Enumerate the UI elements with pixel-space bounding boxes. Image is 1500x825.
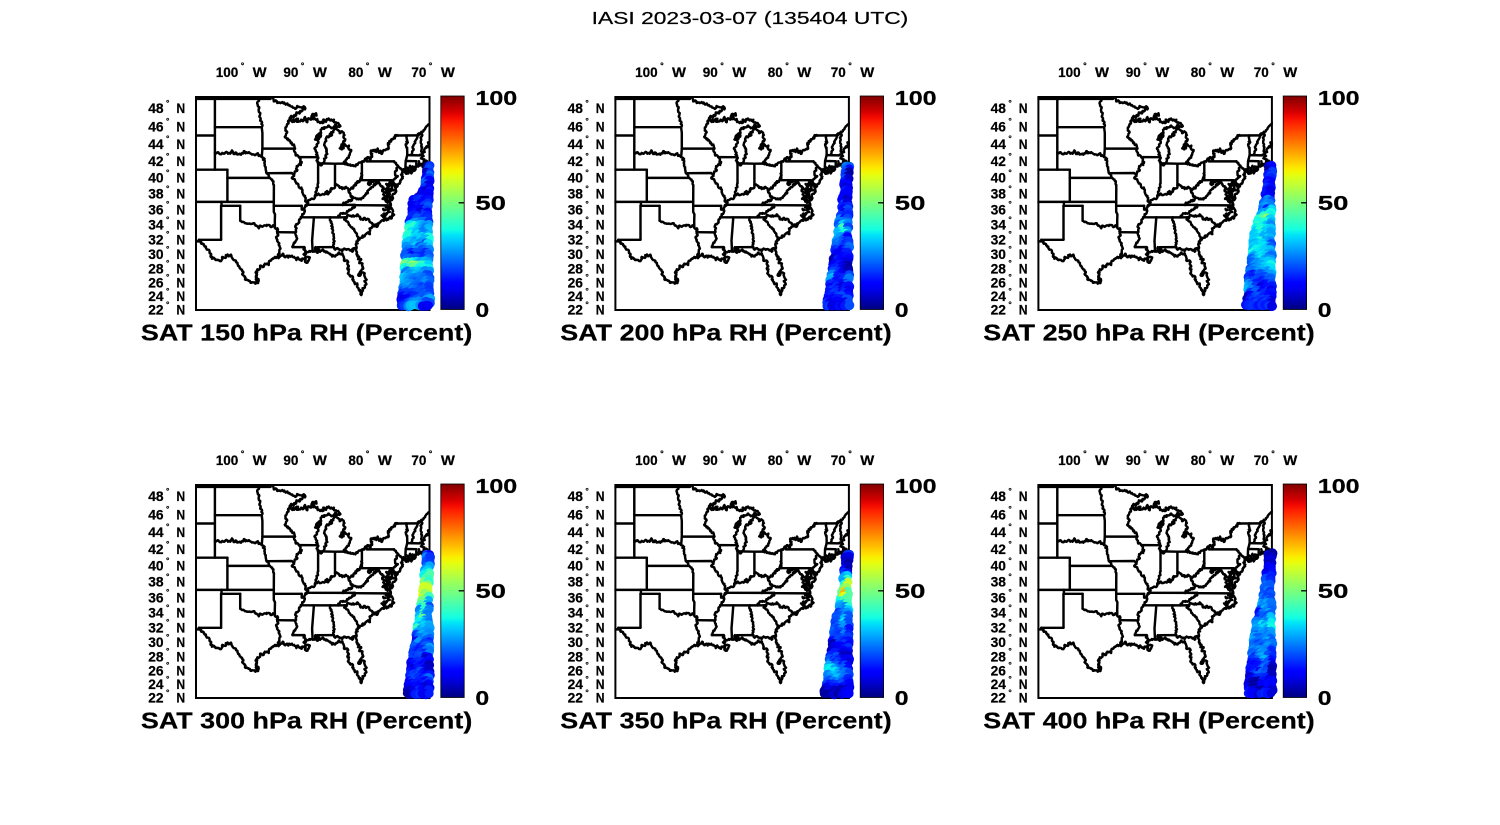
svg-text:SAT 300 hPa RH (Percent): SAT 300 hPa RH (Percent) — [141, 708, 472, 734]
svg-text:SAT 350 hPa RH (Percent): SAT 350 hPa RH (Percent) — [560, 708, 891, 734]
svg-text:SAT 250 hPa RH (Percent): SAT 250 hPa RH (Percent) — [983, 320, 1314, 346]
svg-text:SAT 150 hPa RH (Percent): SAT 150 hPa RH (Percent) — [141, 320, 472, 346]
svg-text:SAT 200 hPa RH (Percent): SAT 200 hPa RH (Percent) — [560, 320, 891, 346]
svg-text:IASI 2023-03-07 (135404 UTC): IASI 2023-03-07 (135404 UTC) — [592, 8, 909, 28]
svg-text:SAT 400 hPa RH (Percent): SAT 400 hPa RH (Percent) — [983, 708, 1314, 734]
